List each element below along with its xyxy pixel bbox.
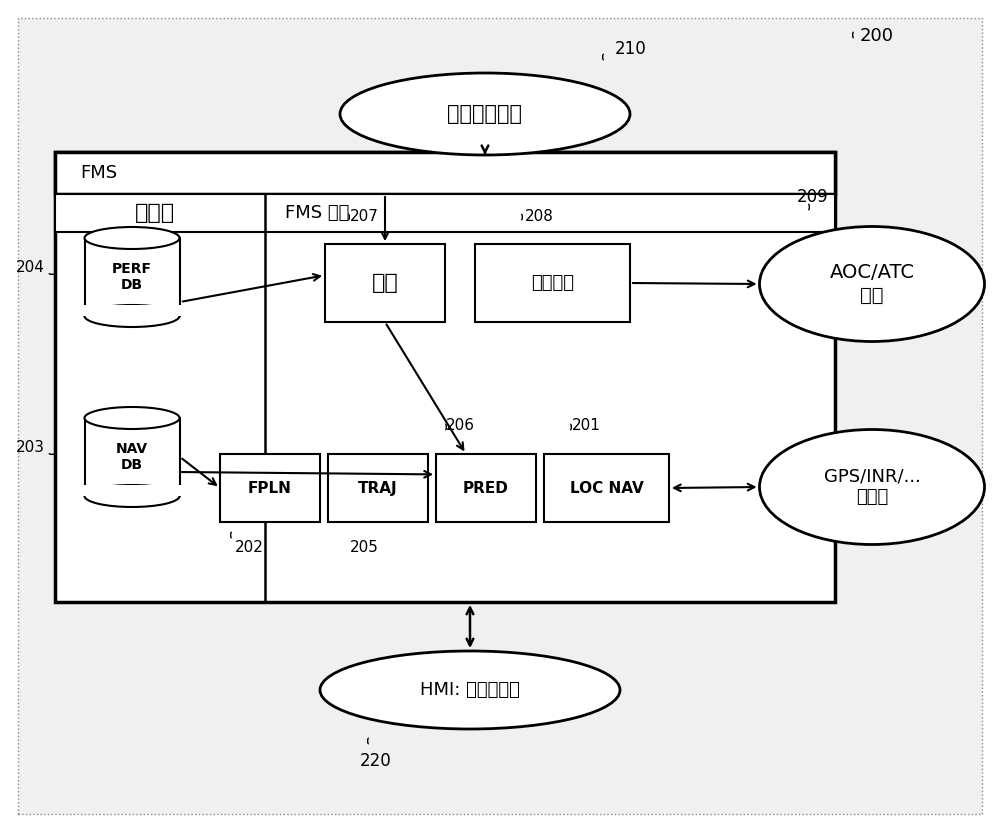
FancyBboxPatch shape: [328, 454, 428, 522]
Ellipse shape: [340, 73, 630, 155]
Text: 203: 203: [16, 439, 45, 454]
Text: 数据链路: 数据链路: [531, 274, 574, 292]
Text: HMI: 屏幕，键盘: HMI: 屏幕，键盘: [420, 681, 520, 699]
Text: 200: 200: [860, 27, 894, 45]
Text: FPLN: FPLN: [248, 481, 292, 496]
Text: 204: 204: [16, 260, 45, 275]
Ellipse shape: [320, 651, 620, 729]
Ellipse shape: [84, 407, 180, 429]
Text: 220: 220: [360, 752, 392, 770]
Text: 201: 201: [572, 418, 601, 433]
FancyBboxPatch shape: [475, 244, 630, 322]
Text: 210: 210: [615, 40, 647, 58]
Text: 206: 206: [446, 418, 475, 433]
Text: FMS 功能: FMS 功能: [285, 204, 349, 222]
Bar: [82, 485, 182, 496]
Bar: [85, 238, 180, 316]
Bar: [85, 418, 180, 496]
Text: 导引: 导引: [372, 273, 398, 293]
Text: PERF
DB: PERF DB: [112, 262, 152, 292]
FancyBboxPatch shape: [55, 194, 835, 232]
Ellipse shape: [760, 226, 985, 341]
Text: GPS/INR/...
传感器: GPS/INR/... 传感器: [824, 468, 920, 507]
FancyBboxPatch shape: [55, 152, 835, 194]
Text: TRAJ: TRAJ: [358, 481, 398, 496]
Ellipse shape: [84, 227, 180, 249]
FancyBboxPatch shape: [325, 244, 445, 322]
FancyBboxPatch shape: [220, 454, 320, 522]
FancyBboxPatch shape: [18, 18, 982, 814]
Text: FMS: FMS: [80, 164, 117, 182]
Text: 数据库: 数据库: [135, 203, 175, 223]
Text: 207: 207: [350, 209, 379, 224]
Text: 自动飞行设备: 自动飞行设备: [447, 104, 522, 124]
Text: AOC/ATC
中心: AOC/ATC 中心: [830, 264, 915, 305]
Text: 209: 209: [797, 188, 829, 206]
Text: 208: 208: [525, 209, 554, 224]
FancyBboxPatch shape: [544, 454, 669, 522]
FancyBboxPatch shape: [55, 152, 835, 602]
Text: 205: 205: [350, 539, 379, 554]
Ellipse shape: [760, 429, 985, 544]
Ellipse shape: [84, 305, 180, 327]
Text: 202: 202: [235, 539, 264, 554]
Bar: [82, 305, 182, 316]
FancyBboxPatch shape: [436, 454, 536, 522]
Text: PRED: PRED: [463, 481, 509, 496]
Ellipse shape: [84, 485, 180, 507]
Text: LOC NAV: LOC NAV: [570, 481, 643, 496]
Text: NAV
DB: NAV DB: [116, 442, 148, 472]
